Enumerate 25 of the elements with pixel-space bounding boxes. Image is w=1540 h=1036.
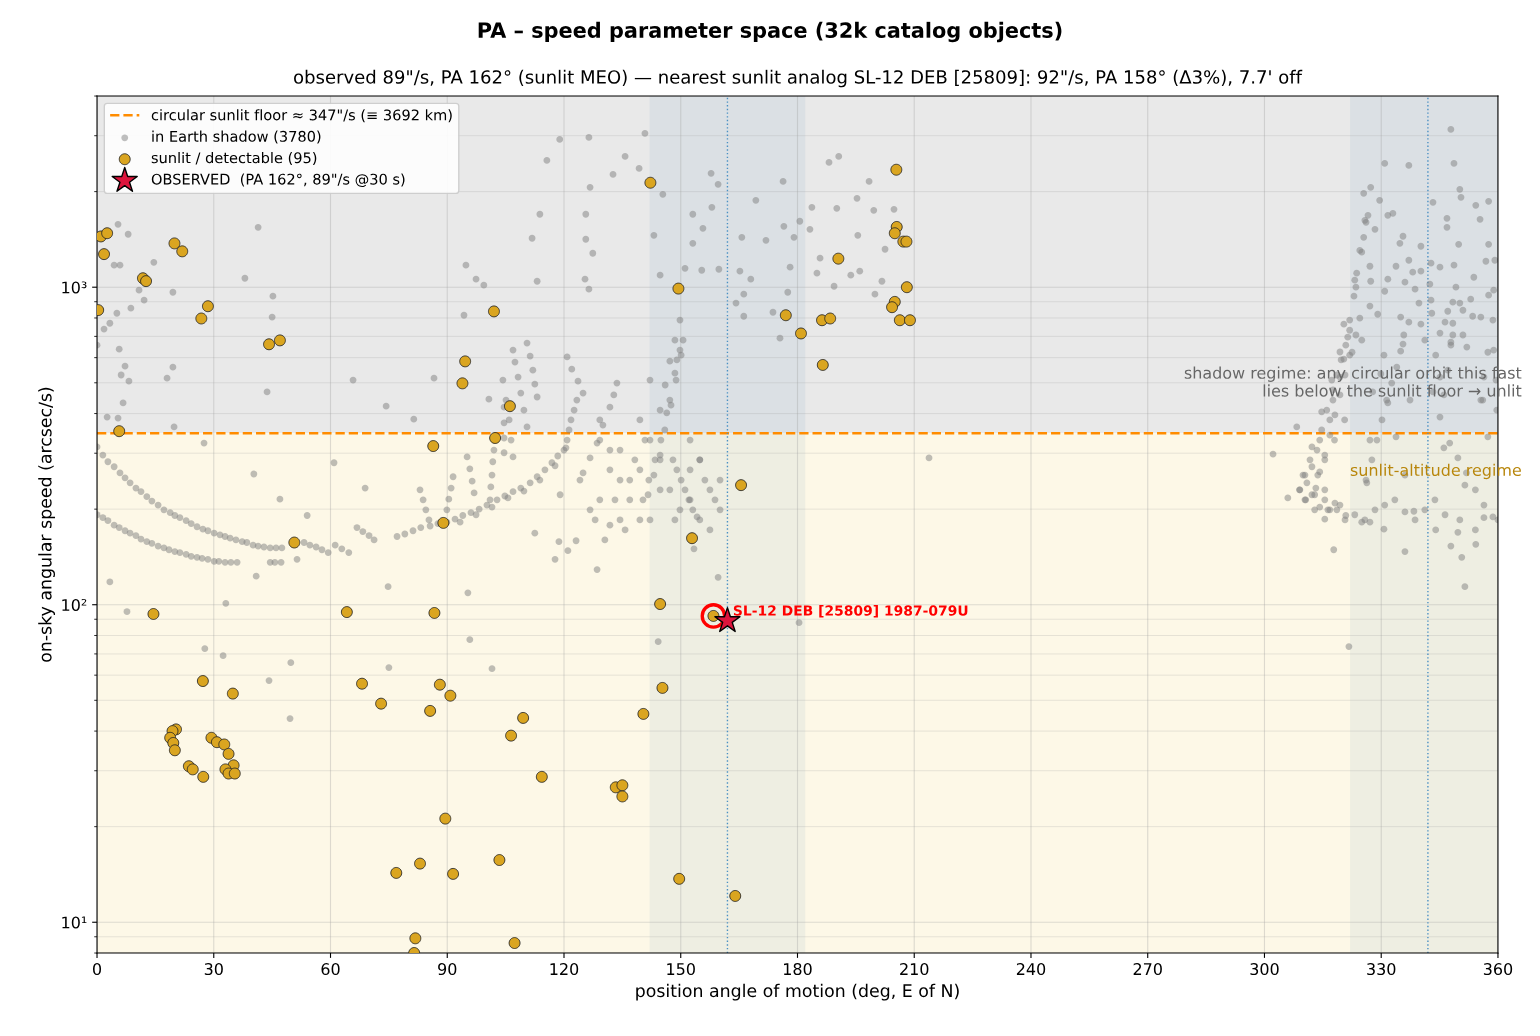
x-tick-label: 90 [438, 963, 457, 976]
x-tick-label: 0 [92, 963, 102, 976]
legend-label: sunlit / detectable (95) [151, 151, 317, 165]
x-tick-label: 300 [1250, 963, 1279, 976]
x-tick-label: 270 [1133, 963, 1162, 976]
x-tick-label: 120 [550, 963, 579, 976]
x-tick-label: 210 [900, 963, 929, 976]
legend-label: OBSERVED (PA 162°, 89"/s @30 s) [151, 173, 405, 187]
x-tick-label: 60 [321, 963, 340, 976]
x-tick-label: 360 [1483, 963, 1513, 976]
chart-subtitle: observed 89"/s, PA 162° (sunlit MEO) — nearest sunlit analog SL-12 DEB [25809]: 92"/s, PA 158° (Δ3%), 7.7' off [294, 69, 1303, 88]
x-tick-label: 180 [784, 963, 812, 976]
legend-label: circular sunlit floor ≈ 347"/s (≡ 3692 km) [151, 109, 452, 123]
y-axis-title: on-sky angular speed (arcsec/s) [38, 387, 56, 662]
x-tick-label: 330 [1367, 963, 1396, 976]
x-tick-label: 150 [667, 963, 695, 976]
x-axis-title: position angle of motion (deg, E of N) [636, 983, 959, 1001]
legend-label: in Earth shadow (3780) [152, 130, 321, 144]
x-tick-label: 30 [204, 963, 223, 976]
x-tick-label: 240 [1016, 963, 1046, 976]
y-tick-label: 10³ [62, 281, 87, 294]
y-tick-label: 10¹ [62, 916, 87, 929]
annotation: SL-12 DEB [25809] 1987-079U [733, 605, 968, 618]
chart-title: PA – speed parameter space (32k catalog objects) [478, 21, 1062, 43]
y-tick-label: 10² [62, 598, 87, 612]
